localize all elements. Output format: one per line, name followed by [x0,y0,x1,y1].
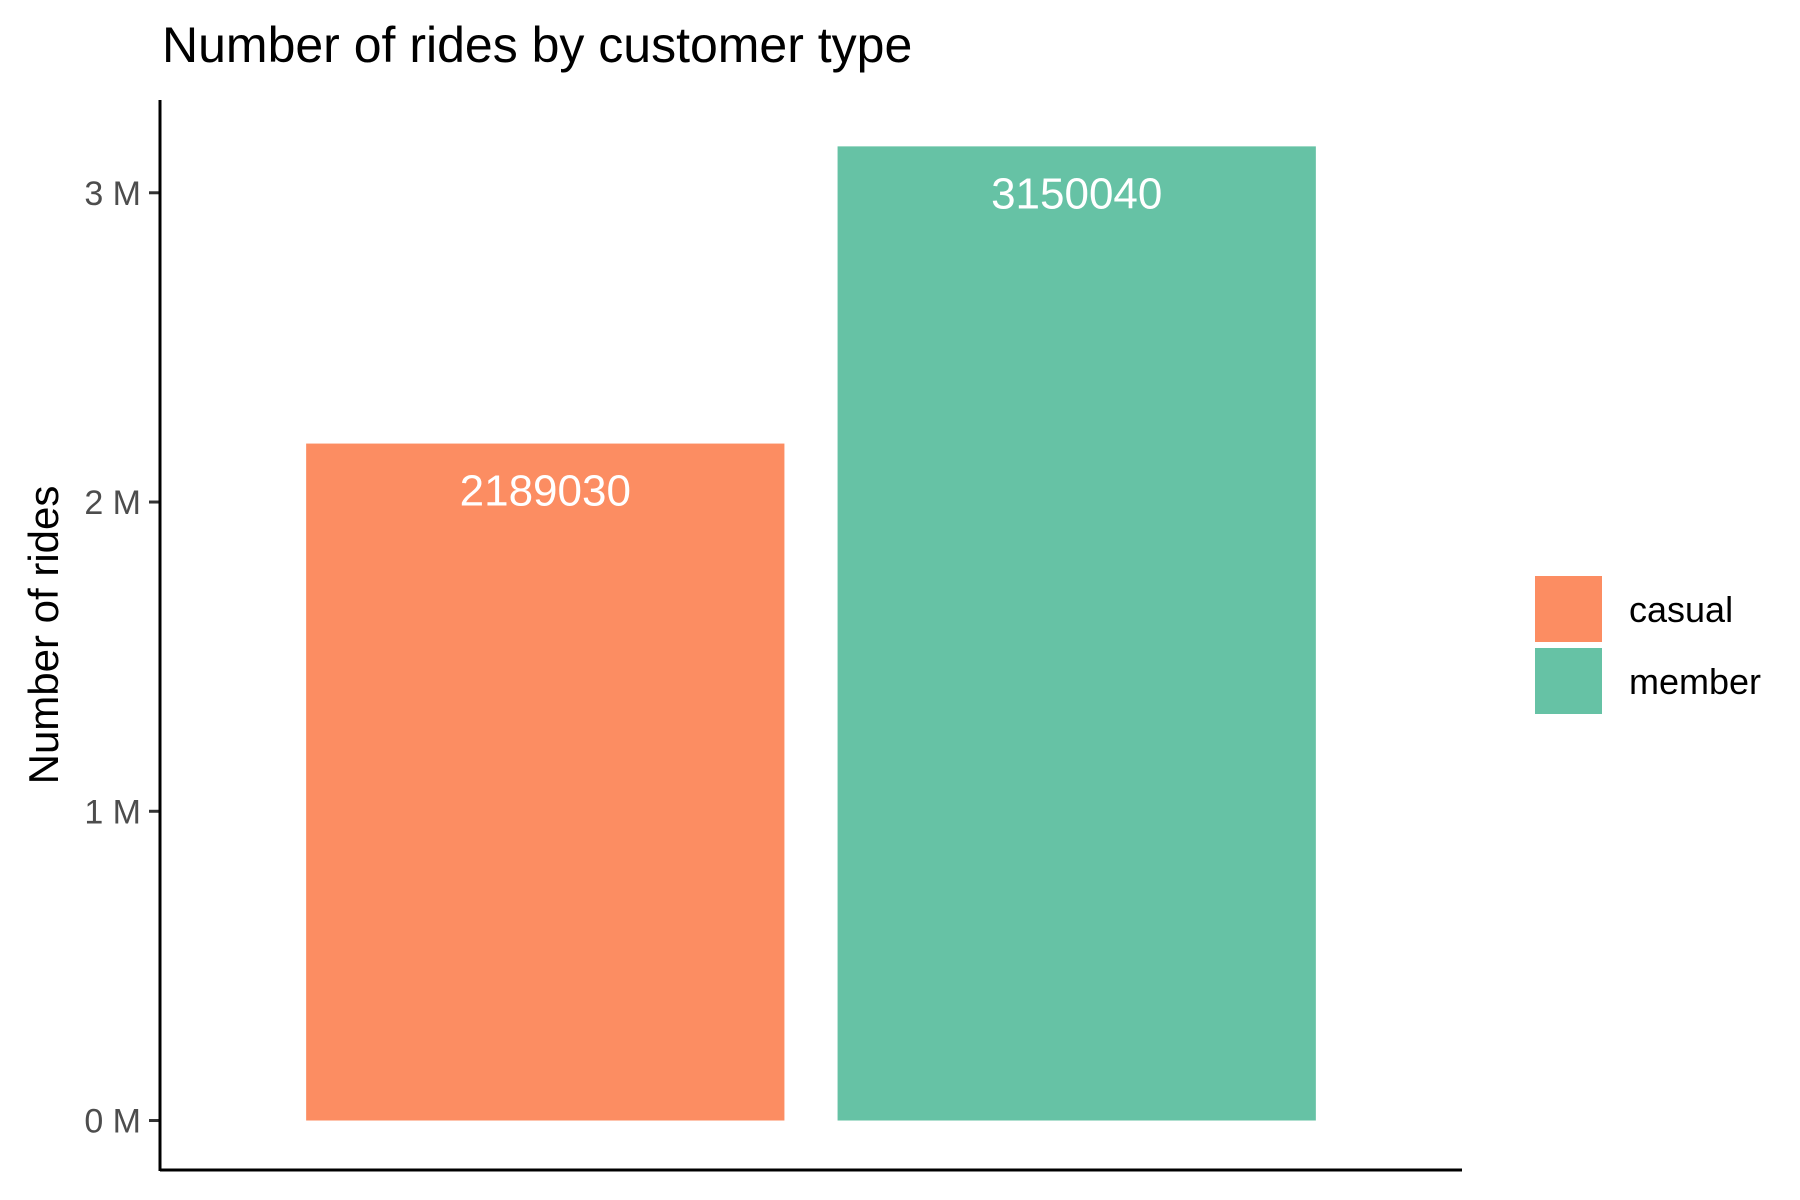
y-tick-label: 2 M [84,484,141,522]
y-tick-label: 3 M [84,175,141,213]
data-labels: 2189030 3150040 [460,169,1163,515]
y-axis-title: Number of rides [20,486,67,785]
bar-member [837,146,1316,1121]
y-tick-label: 1 M [84,793,141,831]
legend-key-member [1535,648,1602,714]
legend-key-casual [1535,576,1602,642]
y-tick-label: 0 M [84,1103,141,1141]
data-label-member: 3150040 [991,169,1162,218]
chart-title: Number of rides by customer type [162,17,912,73]
legend: casual member [1535,576,1761,714]
y-axis-ticks: 0 M 1 M 2 M 3 M [84,175,160,1141]
data-label-casual: 2189030 [460,467,631,516]
legend-label-member: member [1629,661,1761,702]
bar-casual [306,443,785,1121]
bars [306,146,1316,1121]
legend-label-casual: casual [1629,589,1733,630]
